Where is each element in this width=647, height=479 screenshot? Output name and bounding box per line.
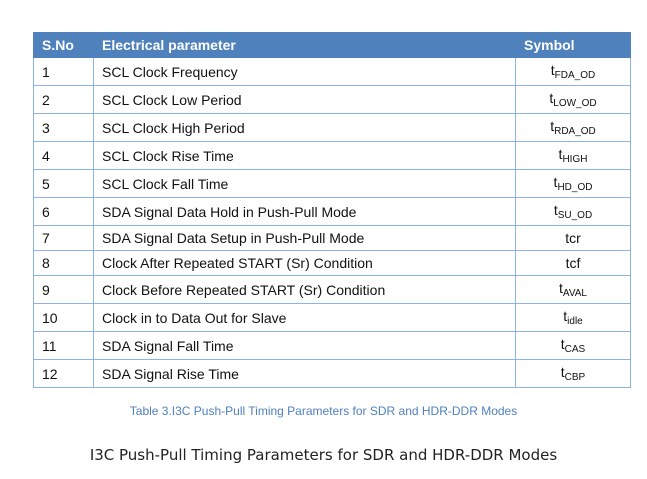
symbol-main: t — [560, 364, 565, 380]
table-row: 6 SDA Signal Data Hold in Push-Pull Mode t… — [33, 197, 631, 226]
cell-symbol: tCAS — [515, 331, 631, 360]
table-row: 8 Clock After Repeated START (Sr) Conditi… — [33, 250, 631, 276]
symbol-subscript: idle — [567, 316, 583, 327]
symbol-main: t — [550, 118, 555, 134]
cell-parameter: Clock Before Repeated START (Sr) Conditi… — [93, 275, 516, 304]
cell-sno: 9 — [33, 275, 94, 304]
cell-sno: 4 — [33, 141, 94, 170]
table-header-row: S.No Electrical parameter Symbol — [33, 32, 631, 58]
symbol-main: t — [560, 336, 565, 352]
cell-symbol: tcr — [515, 225, 631, 251]
symbol-subscript: RDA_OD — [554, 126, 596, 137]
cell-parameter: SCL Clock Low Period — [93, 85, 516, 114]
cell-parameter: SDA Signal Data Setup in Push-Pull Mode — [93, 225, 516, 251]
symbol-subscript: LOW_OD — [553, 98, 597, 109]
header-symbol: Symbol — [515, 32, 631, 58]
table-row: 2 SCL Clock Low Period tLOW_OD — [33, 85, 631, 114]
symbol-main: t — [553, 174, 558, 190]
symbol-main: t — [553, 202, 558, 218]
cell-symbol: tHIGH — [515, 141, 631, 170]
cell-sno: 2 — [33, 85, 94, 114]
symbol-main: tcr — [565, 230, 581, 246]
table-body: 1 SCL Clock Frequency tFDA_OD 2 SCL Clock Lo… — [33, 57, 631, 388]
symbol-subscript: HD_OD — [557, 182, 593, 193]
cell-sno: 10 — [33, 303, 94, 332]
table-row: 11 SDA Signal Fall Time tCAS — [33, 331, 631, 360]
cell-sno: 11 — [33, 331, 94, 360]
cell-parameter: SDA Signal Rise Time — [93, 359, 516, 388]
cell-sno: 6 — [33, 197, 94, 226]
cell-symbol: tRDA_OD — [515, 113, 631, 142]
table-row: 5 SCL Clock Fall Time tHD_OD — [33, 169, 631, 198]
symbol-subscript: AVAL — [562, 288, 587, 299]
cell-sno: 8 — [33, 250, 94, 276]
cell-symbol: tFDA_OD — [515, 57, 631, 86]
symbol-main: tcf — [565, 255, 581, 271]
cell-parameter: Clock in to Data Out for Slave — [93, 303, 516, 332]
symbol-main: t — [558, 146, 563, 162]
table-row: 1 SCL Clock Frequency tFDA_OD — [33, 57, 631, 86]
header-sno: S.No — [33, 32, 94, 58]
symbol-main: t — [550, 62, 555, 78]
symbol-subscript: CBP — [564, 372, 586, 383]
symbol-main: t — [563, 308, 568, 324]
cell-symbol: tcf — [515, 250, 631, 276]
cell-sno: 3 — [33, 113, 94, 142]
table-caption: Table 3.I3C Push-Pull Timing Parameters … — [129, 404, 518, 418]
table-row: 3 SCL Clock High Period tRDA_OD — [33, 113, 631, 142]
table-row: 10 Clock in to Data Out for Slave tidle — [33, 303, 631, 332]
table-row: 7 SDA Signal Data Setup in Push-Pull Mode… — [33, 225, 631, 251]
cell-parameter: SCL Clock Fall Time — [93, 169, 516, 198]
cell-symbol: tAVAL — [515, 275, 631, 304]
cell-parameter: Clock After Repeated START (Sr) Conditio… — [93, 250, 516, 276]
symbol-main: t — [559, 280, 563, 296]
cell-sno: 5 — [33, 169, 94, 198]
table-row: 4 SCL Clock Rise Time tHIGH — [33, 141, 631, 170]
symbol-subscript: FDA_OD — [554, 70, 596, 81]
timing-parameters-table: S.No Electrical parameter Symbol 1 SCL Cl… — [33, 32, 631, 388]
cell-parameter: SCL Clock High Period — [93, 113, 516, 142]
header-electrical-parameter: Electrical parameter — [93, 32, 516, 58]
cell-parameter: SDA Signal Fall Time — [93, 331, 516, 360]
symbol-subscript: CAS — [564, 344, 586, 355]
symbol-subscript: SU_OD — [557, 210, 593, 221]
cell-sno: 12 — [33, 359, 94, 388]
cell-sno: 7 — [33, 225, 94, 251]
cell-symbol: tidle — [515, 303, 631, 332]
cell-parameter: SCL Clock Frequency — [93, 57, 516, 86]
symbol-main: t — [549, 90, 554, 106]
cell-parameter: SDA Signal Data Hold in Push-Pull Mode — [93, 197, 516, 226]
cell-symbol: tSU_OD — [515, 197, 631, 226]
symbol-subscript: HIGH — [562, 154, 588, 165]
cell-sno: 1 — [33, 57, 94, 86]
figure-caption: I3C Push-Pull Timing Parameters for SDR … — [89, 446, 558, 464]
cell-symbol: tHD_OD — [515, 169, 631, 198]
table-row: 9 Clock Before Repeated START (Sr) Condit… — [33, 275, 631, 304]
cell-symbol: tLOW_OD — [515, 85, 631, 114]
table-row: 12 SDA Signal Rise Time tCBP — [33, 359, 631, 388]
cell-parameter: SCL Clock Rise Time — [93, 141, 516, 170]
cell-symbol: tCBP — [515, 359, 631, 388]
